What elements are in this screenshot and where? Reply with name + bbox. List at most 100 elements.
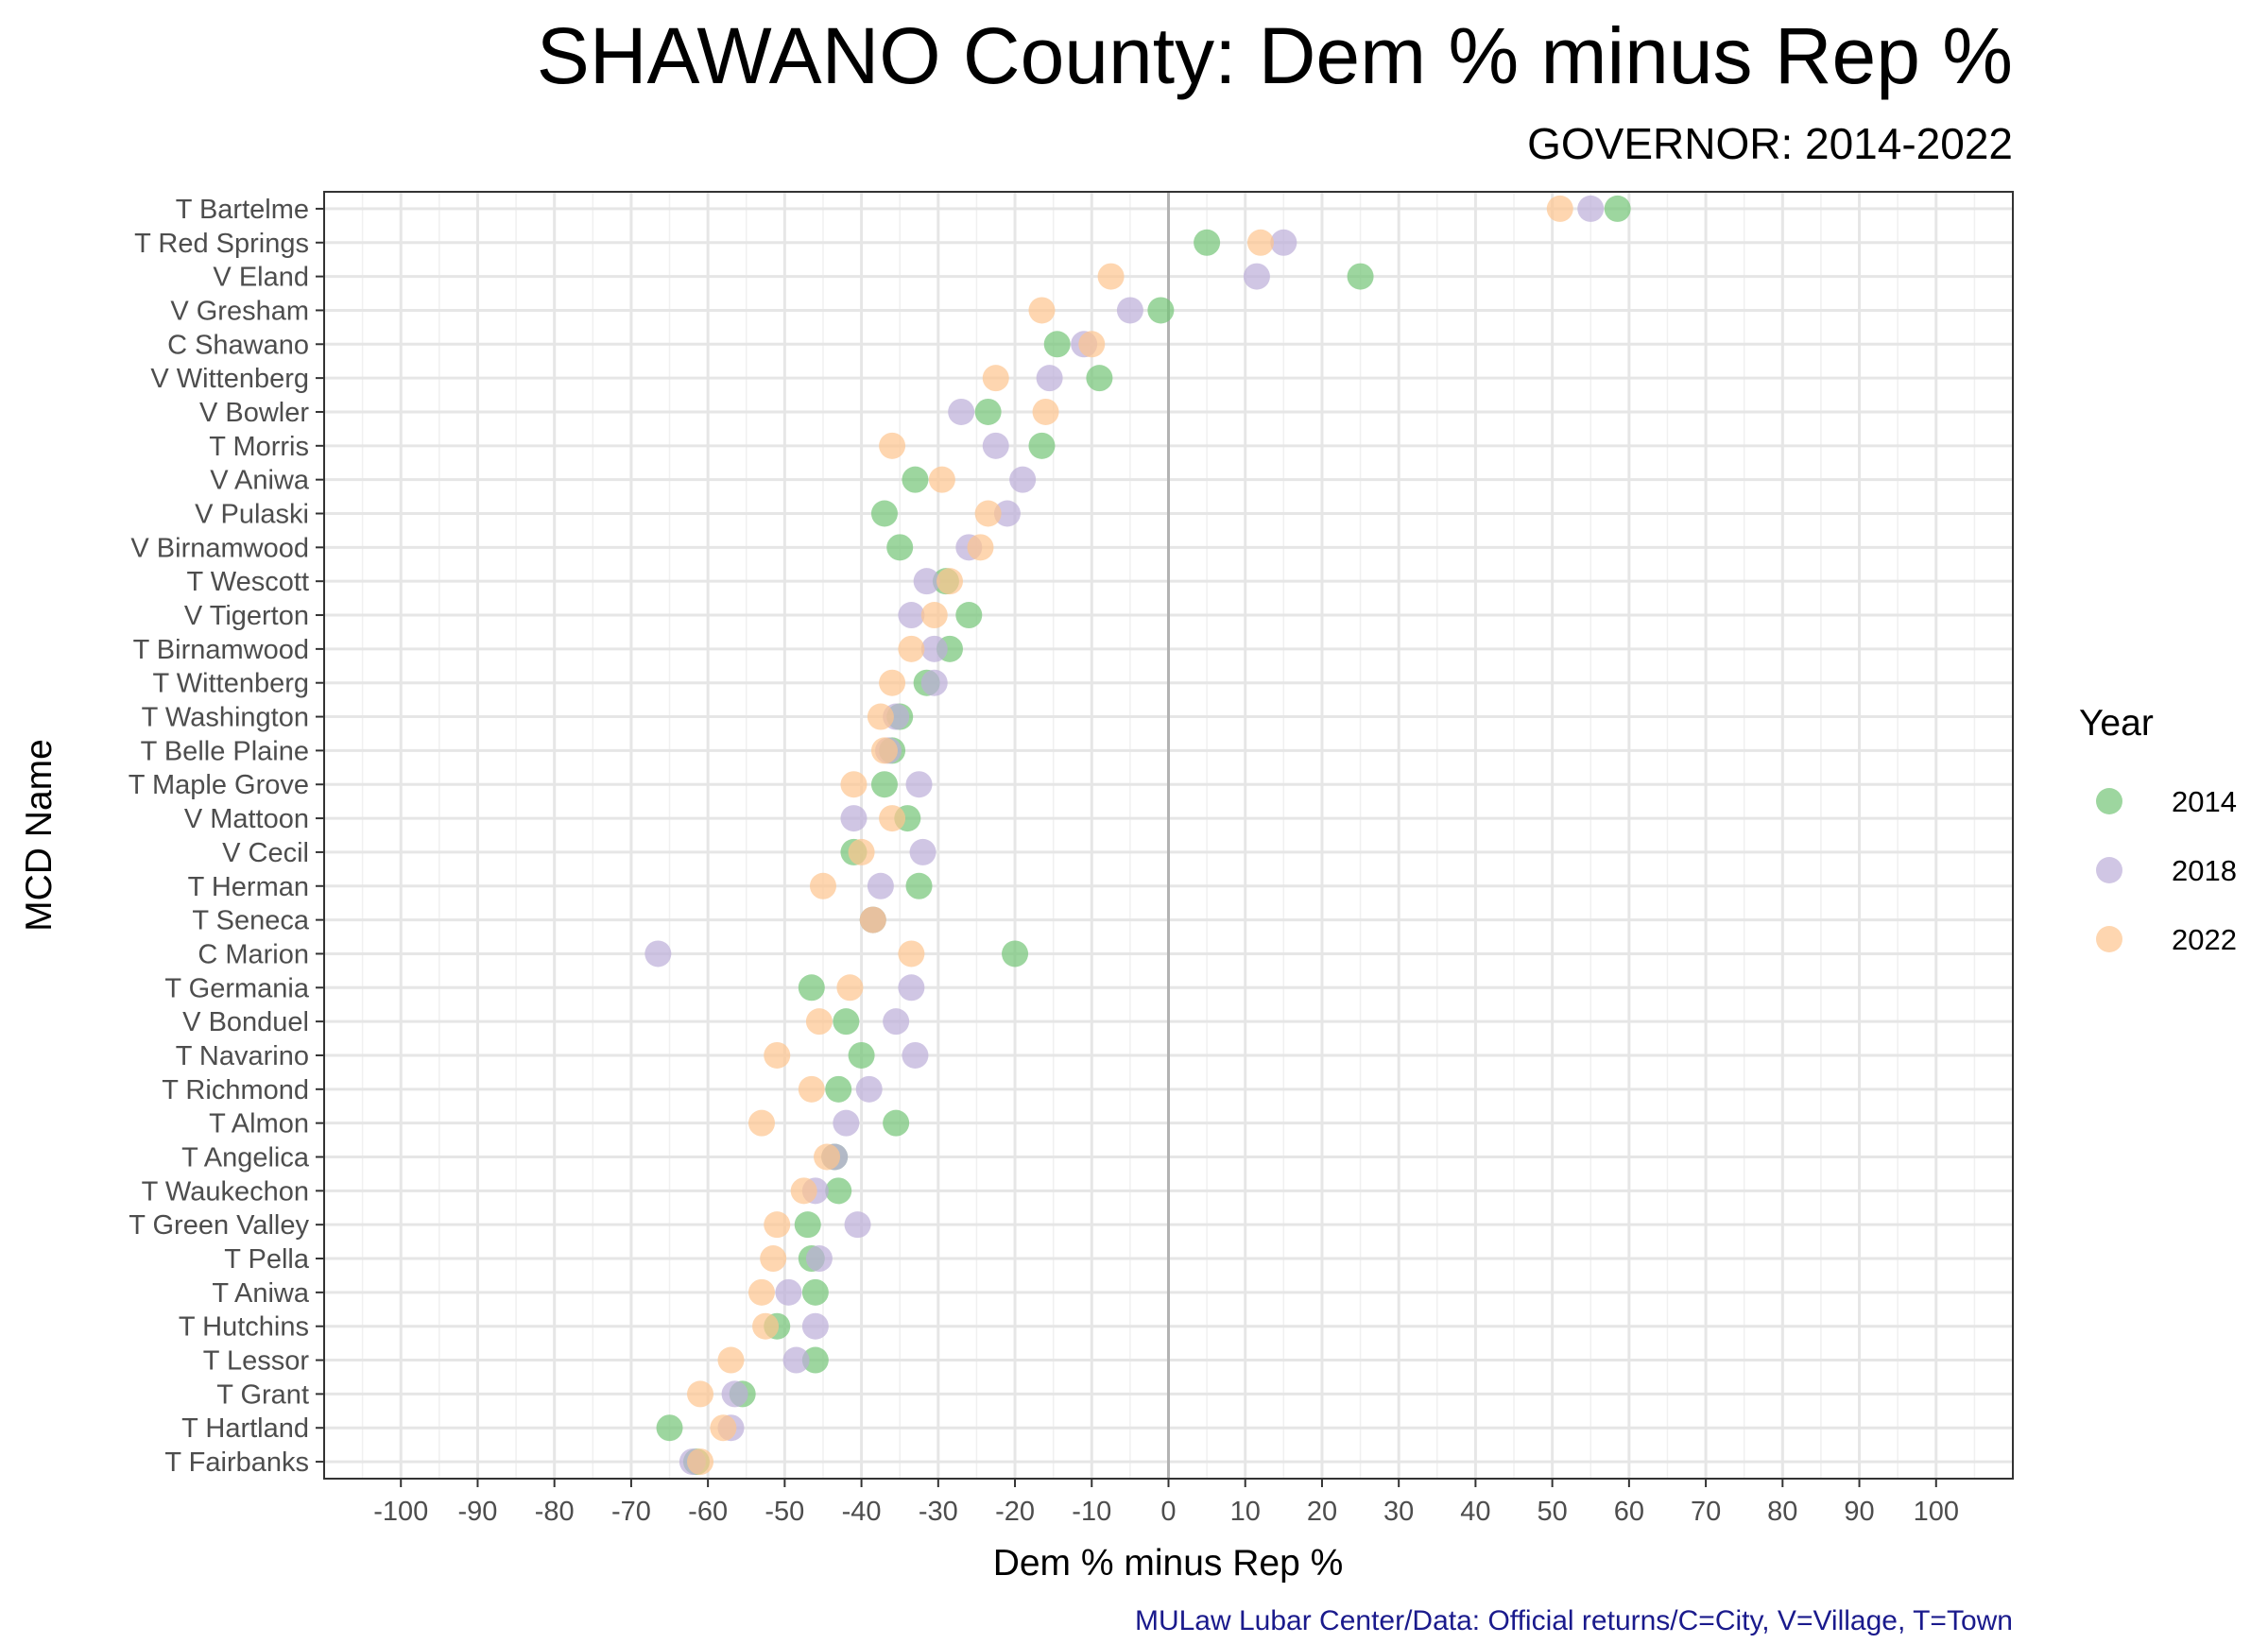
point-2018-t-red-springs — [1270, 229, 1297, 256]
point-2018-v-pulaski — [993, 500, 1021, 527]
point-2018-v-bonduel — [883, 1008, 910, 1036]
point-2014-t-morris — [1028, 432, 1056, 459]
point-2014-t-lessor — [801, 1346, 829, 1374]
x-tick-label: 20 — [1307, 1497, 1337, 1527]
x-tick-label: 90 — [1844, 1497, 1874, 1527]
y-tick-label: T Green Valley — [129, 1210, 309, 1241]
point-2022-v-pulaski — [974, 500, 1002, 527]
legend-key — [2096, 926, 2122, 952]
point-2022-t-pella — [760, 1245, 787, 1273]
y-tick-label: T Hutchins — [179, 1312, 309, 1343]
point-2022-t-green-valley — [764, 1211, 791, 1239]
point-2022-v-bowler — [1032, 398, 1059, 425]
point-2014-t-hartland — [656, 1414, 683, 1442]
point-2018-t-green-valley — [844, 1211, 871, 1239]
point-2018-t-grant — [721, 1380, 748, 1408]
y-tick-label: T Wescott — [187, 567, 309, 597]
data-points — [644, 195, 1631, 1476]
point-2022-t-wescott — [936, 568, 964, 595]
legend-label: 2018 — [2172, 854, 2237, 887]
y-tick-label: V Eland — [213, 263, 309, 293]
point-2022-c-shawano — [1078, 331, 1106, 358]
point-2022-t-herman — [809, 872, 836, 899]
point-2018-t-richmond — [855, 1075, 883, 1103]
point-2022-v-mattoon — [879, 805, 906, 832]
point-2018-v-gresham — [1116, 297, 1143, 324]
point-2018-t-pella — [805, 1245, 833, 1273]
point-2014-c-marion — [1002, 940, 1029, 968]
legend-item-2014: 2014 — [2096, 785, 2237, 818]
point-2018-t-wescott — [913, 568, 940, 595]
y-tick-label: T Grant — [216, 1379, 309, 1410]
point-2022-t-fairbanks — [687, 1448, 714, 1476]
point-2022-t-maple-grove — [840, 771, 868, 798]
point-2018-v-bowler — [948, 398, 975, 425]
point-2014-t-waukechon — [825, 1177, 852, 1205]
y-tick-label: T Fairbanks — [164, 1447, 309, 1478]
point-2014-t-richmond — [825, 1075, 852, 1103]
x-tick-label: 60 — [1614, 1497, 1644, 1527]
point-2022-t-richmond — [798, 1075, 825, 1103]
y-tick-label: V Gresham — [170, 296, 309, 326]
point-2014-v-wittenberg — [1086, 365, 1113, 392]
point-2014-t-aniwa — [801, 1278, 829, 1306]
y-tick-label: T Herman — [188, 872, 309, 902]
point-2014-v-birnamwood — [886, 534, 914, 561]
point-2018-t-lessor — [782, 1346, 810, 1374]
x-tick-label: -90 — [457, 1497, 497, 1527]
x-tick-label: -20 — [995, 1497, 1035, 1527]
y-tick-label: V Bonduel — [182, 1007, 309, 1037]
point-2022-v-aniwa — [928, 466, 955, 493]
point-2018-t-birnamwood — [920, 635, 948, 662]
y-tick-label: T Wittenberg — [153, 669, 309, 699]
y-tick-label: V Cecil — [222, 838, 309, 868]
y-tick-label: V Bowler — [199, 398, 309, 428]
y-tick-label: C Shawano — [167, 330, 309, 360]
point-2018-c-marion — [644, 940, 672, 968]
point-2018-v-tigerton — [898, 602, 925, 629]
legend-label: 2022 — [2172, 923, 2237, 956]
point-2014-v-eland — [1347, 263, 1374, 290]
y-tick-label: T Washington — [142, 703, 309, 733]
point-2014-v-gresham — [1147, 297, 1175, 324]
series-2022 — [687, 195, 1573, 1476]
point-2018-v-cecil — [909, 838, 936, 865]
y-tick-label: T Almon — [209, 1109, 309, 1139]
point-2022-c-marion — [898, 940, 925, 968]
legend-key — [2096, 788, 2122, 814]
point-2022-t-angelica — [814, 1143, 841, 1171]
y-tick-label: T Birnamwood — [133, 635, 309, 665]
point-2014-v-pulaski — [870, 500, 898, 527]
point-2022-t-germania — [836, 974, 864, 1002]
x-tick-label: -70 — [611, 1497, 651, 1527]
point-2022-t-hutchins — [752, 1312, 780, 1340]
legend-title: Year — [2079, 703, 2154, 744]
y-tick-label: T Morris — [209, 432, 309, 462]
point-2014-v-tigerton — [955, 602, 983, 629]
legend-item-2018: 2018 — [2096, 854, 2237, 887]
point-2014-t-herman — [905, 872, 933, 899]
point-2022-t-lessor — [717, 1346, 745, 1374]
x-tick-label: -30 — [919, 1497, 958, 1527]
point-2014-t-red-springs — [1194, 229, 1221, 256]
point-2022-t-red-springs — [1246, 229, 1274, 256]
point-2022-v-tigerton — [920, 602, 948, 629]
y-tick-label: T Navarino — [176, 1041, 309, 1071]
y-tick-label: T Angelica — [181, 1143, 310, 1173]
point-2014-t-navarino — [848, 1041, 875, 1069]
legend-items: 2014 2018 2022 — [2096, 785, 2237, 956]
x-tick-label: 30 — [1383, 1497, 1414, 1527]
y-tick-label: V Aniwa — [210, 466, 310, 496]
point-2022-v-gresham — [1028, 297, 1056, 324]
legend-key — [2096, 857, 2122, 883]
x-tick-label: -60 — [688, 1497, 728, 1527]
point-2022-v-wittenberg — [982, 365, 1009, 392]
x-tick-label: 40 — [1460, 1497, 1490, 1527]
x-tick-label: 80 — [1767, 1497, 1797, 1527]
legend-label: 2014 — [2172, 785, 2237, 818]
point-2014-t-almon — [883, 1109, 910, 1137]
point-2022-t-waukechon — [790, 1177, 817, 1205]
point-2022-t-aniwa — [747, 1278, 775, 1306]
point-2018-t-germania — [898, 974, 925, 1002]
